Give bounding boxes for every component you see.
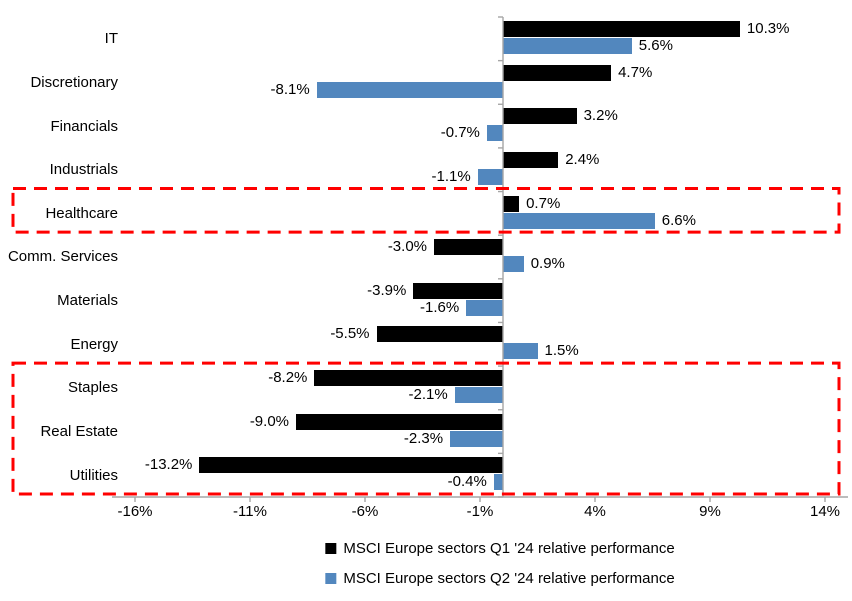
legend-label-q2: MSCI Europe sectors Q2 '24 relative perf… (343, 569, 675, 587)
data-label: -9.0% (249, 412, 289, 430)
bar (199, 457, 503, 474)
data-label: -3.0% (387, 238, 427, 256)
data-label: 5.6% (638, 37, 673, 54)
category-label: Healthcare (45, 204, 118, 222)
bar (450, 430, 503, 447)
data-label: -0.7% (440, 124, 480, 142)
data-label: -2.3% (403, 429, 444, 447)
data-label: 2.4% (565, 150, 600, 168)
x-axis-tick-label: -6% (351, 503, 379, 520)
x-axis-tick-label: 9% (699, 503, 721, 520)
data-label: -1.1% (431, 167, 471, 185)
x-axis-tick-label: -1% (466, 503, 494, 520)
category-label: Utilities (69, 466, 118, 484)
category-label: Discretionary (30, 73, 118, 91)
category-label: Materials (57, 292, 118, 310)
bar (503, 38, 632, 54)
legend-item-q2: MSCI Europe sectors Q2 '24 relative perf… (325, 563, 675, 593)
bar (503, 195, 520, 212)
data-label: -0.4% (447, 473, 487, 491)
legend-label-q1: MSCI Europe sectors Q1 '24 relative perf… (343, 539, 675, 557)
q2-series-swatch-icon (325, 572, 337, 584)
category-label: IT (104, 30, 118, 48)
bar (503, 108, 577, 125)
data-label: -13.2% (144, 456, 193, 474)
bar (296, 413, 503, 430)
bar (413, 282, 503, 299)
data-label: -2.1% (408, 386, 448, 404)
x-axis-tick-label: -16% (117, 503, 153, 520)
category-label: Industrials (49, 161, 118, 179)
bar (314, 370, 503, 387)
bar (316, 81, 503, 98)
bar (434, 239, 503, 256)
category-label: Real Estate (40, 423, 118, 441)
data-label: 10.3% (746, 20, 790, 37)
bar (503, 64, 612, 81)
bar (454, 387, 503, 404)
data-label: -3.9% (367, 281, 407, 299)
data-label: -5.5% (330, 325, 370, 343)
q1-series-swatch-icon (325, 542, 337, 554)
legend: MSCI Europe sectors Q1 '24 relative perf… (325, 533, 675, 593)
bar (503, 343, 538, 360)
category-label: Comm. Services (7, 248, 118, 266)
x-axis-tick-label: 4% (584, 503, 606, 520)
bar (503, 256, 524, 273)
data-label: -1.6% (420, 298, 460, 316)
bar (477, 168, 503, 185)
category-label: Energy (70, 335, 118, 353)
data-label: 4.7% (618, 63, 653, 81)
data-label: 0.7% (526, 194, 561, 212)
data-label: -8.1% (270, 80, 310, 98)
x-axis-tick-label: 14% (809, 503, 841, 520)
bar (376, 326, 503, 343)
legend-item-q1: MSCI Europe sectors Q1 '24 relative perf… (325, 533, 675, 563)
bar (503, 151, 559, 168)
category-label: Financials (50, 117, 118, 135)
bar (486, 125, 503, 142)
bar (503, 212, 655, 229)
bar (466, 299, 503, 316)
bar (503, 21, 740, 37)
data-label: 6.6% (661, 211, 696, 229)
x-axis-tick-label: -11% (233, 503, 267, 520)
data-label: 1.5% (544, 342, 579, 360)
data-label: 0.9% (530, 255, 565, 273)
category-label: Staples (67, 379, 118, 397)
data-label: -8.2% (268, 369, 308, 387)
bar (493, 474, 503, 491)
data-label: 3.2% (583, 107, 618, 125)
